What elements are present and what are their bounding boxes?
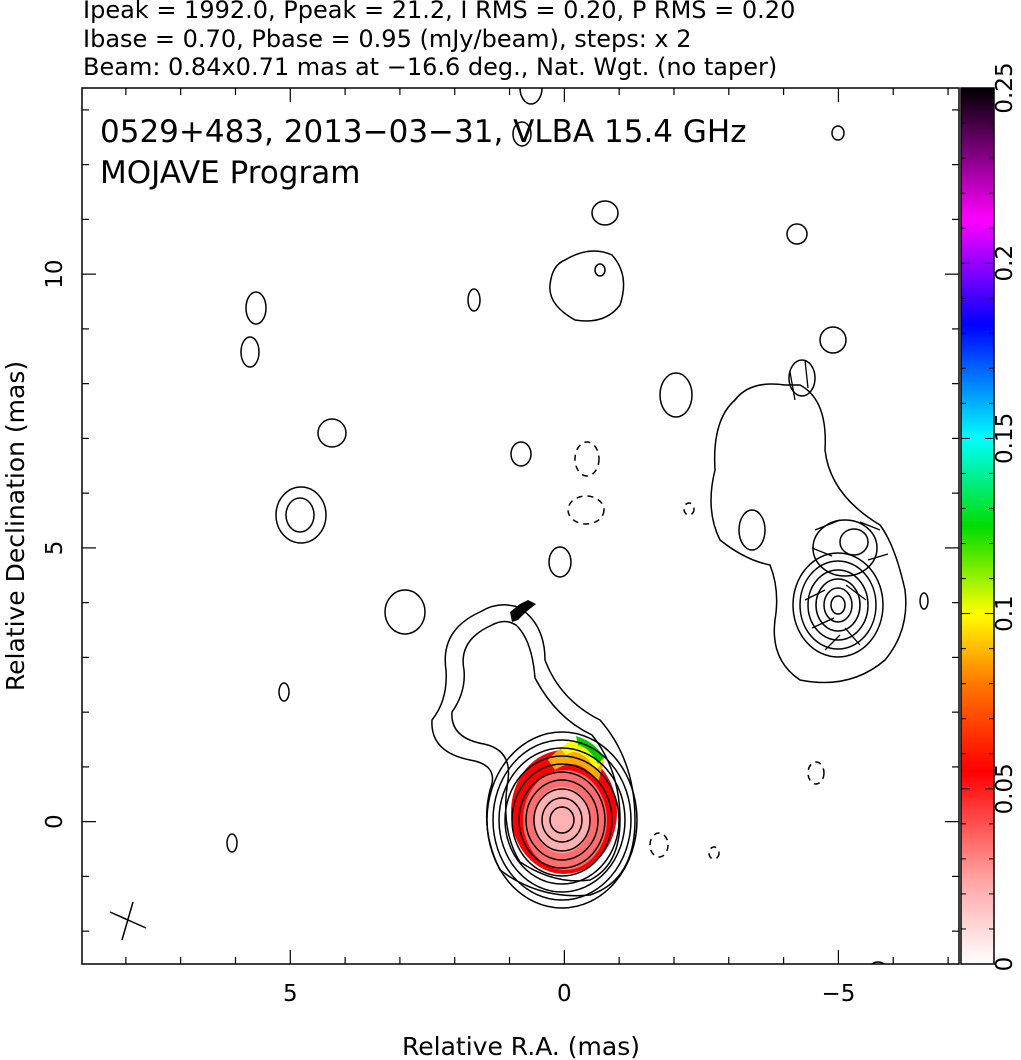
negative-contour xyxy=(567,495,605,525)
noise-contour xyxy=(285,497,315,533)
noise-contour xyxy=(278,682,290,702)
beam-marker xyxy=(109,901,147,941)
component-contour xyxy=(823,587,853,623)
y-tick-label: 10 xyxy=(42,260,68,289)
negative-contour xyxy=(649,832,669,858)
noise-contour xyxy=(819,326,847,354)
source-annotation: 0529+483, 2013−03−31, VLBA 15.4 GHz xyxy=(100,114,746,150)
noise-contour xyxy=(226,833,238,853)
colorbar-tick-label: 0.05 xyxy=(992,763,1018,814)
core-contour xyxy=(541,797,583,843)
noise-contour xyxy=(548,546,572,578)
negative-contour xyxy=(807,761,825,785)
colorbar-tick-label: 0.1 xyxy=(992,595,1018,632)
noise-contour xyxy=(467,288,481,312)
component-contour xyxy=(830,595,846,615)
contour-layer xyxy=(226,88,929,964)
x-tick-label: 5 xyxy=(283,981,298,1007)
core-contour xyxy=(533,788,591,852)
noise-contour xyxy=(591,200,619,226)
program-annotation: MOJAVE Program xyxy=(100,155,360,191)
noise-contour xyxy=(519,88,543,105)
y-axis-ticks: 0 5 10 xyxy=(42,109,959,932)
y-tick-label: 0 xyxy=(42,814,68,829)
evpa-vectors xyxy=(789,359,889,651)
noise-contour xyxy=(384,589,426,635)
header-line-1: Ipeak = 1992.0, Ppeak = 21.2, I RMS = 0.… xyxy=(83,0,796,24)
x-tick-label: 0 xyxy=(557,981,572,1007)
colorbar-tick-label: 0 xyxy=(992,957,1018,972)
noise-contour xyxy=(594,263,606,277)
noise-contour xyxy=(659,372,693,418)
component-contour xyxy=(812,519,878,577)
noise-contour xyxy=(275,486,327,544)
noise-contour xyxy=(549,250,625,322)
noise-contour xyxy=(245,291,267,325)
noise-contour xyxy=(870,961,886,964)
component-contour xyxy=(792,552,884,658)
noise-contour xyxy=(240,336,260,368)
component-contour xyxy=(807,569,869,641)
x-axis-label: Relative R.A. (mas) xyxy=(402,1032,640,1060)
negative-contour xyxy=(708,846,720,860)
component-contour xyxy=(839,528,869,556)
colorbar-tick-label: 0.25 xyxy=(992,62,1018,113)
y-axis-label: Relative Declination (mas) xyxy=(1,361,30,691)
core-contour xyxy=(549,806,575,834)
negative-contour xyxy=(683,502,695,516)
negative-contour xyxy=(574,441,600,477)
noise-contour xyxy=(738,509,766,551)
core-contour xyxy=(518,771,606,869)
header-line-2: Ibase = 0.70, Pbase = 0.95 (mJy/beam), s… xyxy=(83,25,692,53)
component-outer-contour xyxy=(710,383,907,684)
core-contour xyxy=(492,739,632,901)
noise-contour xyxy=(317,418,347,448)
jet-outer-contour xyxy=(431,604,636,897)
noise-contour xyxy=(831,125,845,141)
x-axis-ticks: 5 0 −5 xyxy=(125,88,949,1007)
colorbar-tick-label: 0.15 xyxy=(992,413,1018,464)
noise-contour xyxy=(788,359,816,397)
noise-contour xyxy=(919,592,929,610)
core-contour xyxy=(511,763,613,877)
core-contour xyxy=(504,755,620,885)
colorbar xyxy=(960,87,995,965)
colorbar-ticks: 0 0.05 0.1 0.15 0.2 0.25 xyxy=(961,62,1018,971)
core-contour xyxy=(525,779,599,861)
core-contour xyxy=(498,747,626,893)
jet-inner-contour xyxy=(451,620,621,882)
component-contour xyxy=(815,578,861,632)
noise-contour xyxy=(512,121,532,147)
colorbar-tick-label: 0.2 xyxy=(992,245,1018,282)
header-line-3: Beam: 0.84x0.71 mas at −16.6 deg., Nat. … xyxy=(83,53,778,81)
noise-contour xyxy=(510,441,532,467)
y-tick-label: 5 xyxy=(42,541,68,556)
component-contour xyxy=(799,560,877,650)
noise-contour xyxy=(786,223,808,245)
plot-frame xyxy=(81,87,960,965)
x-tick-label: −5 xyxy=(821,981,855,1007)
